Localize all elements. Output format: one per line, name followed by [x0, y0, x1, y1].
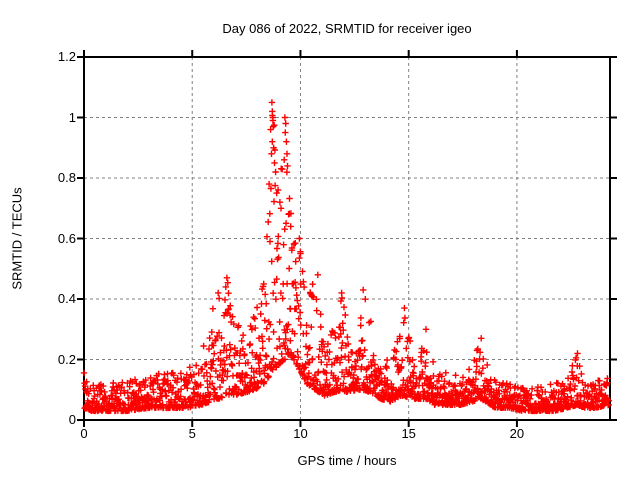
grid-lines	[84, 57, 610, 420]
x-tick-label: 10	[293, 426, 308, 441]
x-tick-label: 0	[80, 426, 88, 441]
x-axis-label: GPS time / hours	[297, 453, 397, 468]
chart-title: Day 086 of 2022, SRMTID for receiver ige…	[222, 21, 472, 36]
y-tick-label: 0.4	[57, 291, 76, 306]
y-tick-label: 1	[68, 109, 76, 125]
scatter-points	[80, 99, 613, 415]
x-tick-label: 15	[401, 426, 416, 441]
plot-border	[83, 56, 611, 421]
y-tick-label: 0.6	[57, 230, 76, 246]
x-tick-label: 5	[188, 426, 196, 441]
x-tick-label: 20	[509, 426, 525, 441]
y-tick-label: 0.2	[57, 351, 76, 367]
y-tick-label: 1.2	[57, 49, 76, 64]
y-tick-label: 0.8	[57, 170, 76, 185]
tick-marks	[77, 50, 617, 427]
y-tick-label: 0	[68, 412, 76, 427]
